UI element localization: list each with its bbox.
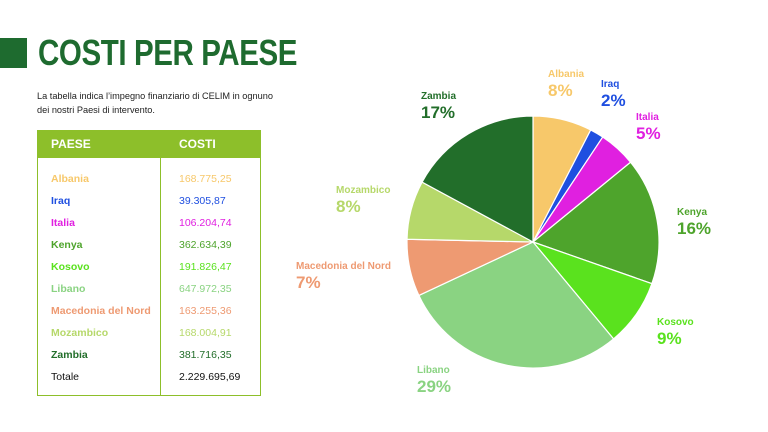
row-country: Zambia bbox=[51, 349, 88, 361]
pie-label-percent: 8% bbox=[336, 197, 361, 216]
pie-label-percent: 17% bbox=[421, 103, 456, 122]
costs-table: PAESE COSTI Albania 168.775,25 Iraq 39.305,… bbox=[37, 130, 261, 396]
pie-label-percent: 8% bbox=[548, 81, 573, 100]
row-country: Kosovo bbox=[51, 261, 90, 273]
row-country: Mozambico bbox=[51, 327, 109, 339]
title-accent-bar bbox=[0, 38, 27, 68]
table-row: Iraq 39.305,87 bbox=[38, 195, 260, 213]
row-cost: 647.972,35 bbox=[179, 283, 232, 295]
pie-label-percent: 9% bbox=[657, 329, 682, 348]
pie-label-percent: 7% bbox=[296, 273, 321, 292]
table-header: PAESE COSTI bbox=[37, 130, 261, 158]
pie-label-name: Iraq bbox=[601, 79, 620, 90]
table-row: Kenya 362.634,39 bbox=[38, 239, 260, 257]
pie-label-name: Italia bbox=[636, 112, 659, 123]
row-country: Italia bbox=[51, 217, 75, 229]
row-country: Kenya bbox=[51, 239, 83, 251]
table-row: Libano 647.972,35 bbox=[38, 283, 260, 301]
pie-label-albania: Albania 8% bbox=[548, 69, 585, 100]
pie-label-name: Macedonia del Nord bbox=[296, 261, 392, 272]
pie-label-percent: 2% bbox=[601, 91, 626, 110]
row-cost: 191.826,47 bbox=[179, 261, 232, 273]
table-row: Albania 168.775,25 bbox=[38, 173, 260, 191]
total-cost: 2.229.695,69 bbox=[179, 371, 241, 383]
pie-label-italia: Italia 5% bbox=[636, 112, 661, 143]
pie-label-libano: Libano 29% bbox=[417, 365, 452, 396]
row-country: Libano bbox=[51, 283, 86, 295]
row-country: Iraq bbox=[51, 195, 71, 207]
header-cost: COSTI bbox=[179, 137, 216, 151]
pie-label-mozambico: Mozambico 8% bbox=[336, 185, 391, 216]
table-row-total: Totale 2.229.695,69 bbox=[38, 371, 260, 389]
pie-label-kosovo: Kosovo 9% bbox=[657, 317, 694, 348]
table-row: Italia 106.204,74 bbox=[38, 217, 260, 235]
row-cost: 163.255,36 bbox=[179, 305, 232, 317]
pie-label-zambia: Zambia 17% bbox=[421, 91, 457, 122]
header-country: PAESE bbox=[51, 137, 91, 151]
pie-label-name: Kosovo bbox=[657, 317, 694, 328]
pie-label-kenya: Kenya 16% bbox=[677, 207, 712, 238]
pie-label-name: Albania bbox=[548, 69, 585, 80]
pie-slice-kenya bbox=[531, 161, 660, 285]
table-column-divider bbox=[160, 131, 161, 395]
row-cost: 168.775,25 bbox=[179, 173, 232, 185]
row-cost: 362.634,39 bbox=[179, 239, 232, 251]
pie-label-name: Libano bbox=[417, 365, 450, 376]
table-row: Zambia 381.716,35 bbox=[38, 349, 260, 367]
pie-label-iraq: Iraq 2% bbox=[601, 79, 626, 110]
pie-label-name: Kenya bbox=[677, 207, 708, 218]
row-cost: 106.204,74 bbox=[179, 217, 232, 229]
table-row: Macedonia del Nord 163.255,36 bbox=[38, 305, 260, 323]
pie-label-name: Zambia bbox=[421, 91, 457, 102]
pie-slice-zambia bbox=[421, 115, 534, 244]
table-row: Kosovo 191.826,47 bbox=[38, 261, 260, 279]
pie-label-percent: 16% bbox=[677, 219, 712, 238]
pie-label-percent: 29% bbox=[417, 377, 452, 396]
row-cost: 168.004,91 bbox=[179, 327, 232, 339]
row-country: Albania bbox=[51, 173, 89, 185]
row-cost: 381.716,35 bbox=[179, 349, 232, 361]
intro-text: La tabella indica l’impegno finanziario … bbox=[37, 91, 273, 115]
pie-label-percent: 5% bbox=[636, 124, 661, 143]
total-label: Totale bbox=[51, 371, 80, 383]
pie-label-name: Mozambico bbox=[336, 185, 391, 196]
pie-slice-libano bbox=[418, 241, 615, 369]
row-cost: 39.305,87 bbox=[179, 195, 226, 207]
pie-label-macedonia-del-nord: Macedonia del Nord 7% bbox=[296, 261, 392, 292]
table-row: Mozambico 168.004,91 bbox=[38, 327, 260, 345]
page-title: COSTI PER PAESE bbox=[38, 32, 298, 73]
row-country: Macedonia del Nord bbox=[51, 305, 151, 317]
